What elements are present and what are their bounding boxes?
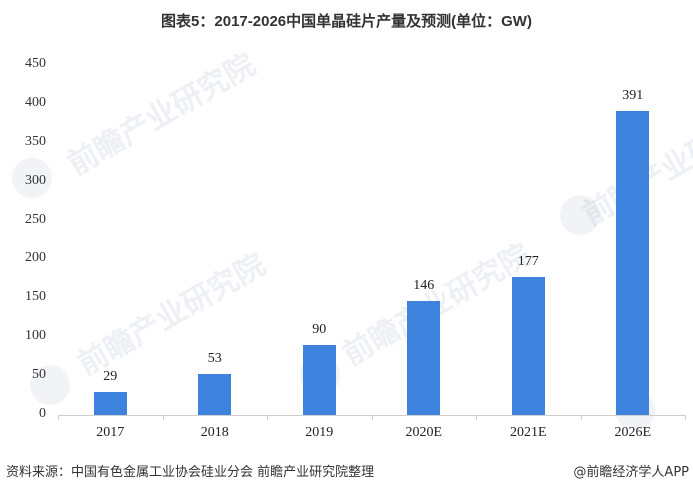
bar-2019 xyxy=(302,345,336,415)
bar-value-label: 177 xyxy=(517,254,539,270)
x-axis-category-label: 2018 xyxy=(200,425,229,440)
chart-title: 图表5：2017-2026中国单晶硅片产量及预测(单位：GW) xyxy=(161,13,532,30)
bar-value-label: 90 xyxy=(312,322,327,337)
bar-value-label: 29 xyxy=(103,369,118,385)
x-axis-tick-mark xyxy=(162,415,164,420)
x-axis-tick-mark xyxy=(267,415,268,420)
x-axis-category-label: 2026E xyxy=(614,425,652,440)
credit-note: @前瞻经济学人APP xyxy=(573,465,689,480)
bar-2021e xyxy=(511,277,545,415)
y-axis-tick-label: 100 xyxy=(25,328,46,344)
x-axis-tick-mark xyxy=(580,415,582,420)
y-axis-tick-label: 350 xyxy=(25,133,46,149)
x-axis-tick-mark xyxy=(371,415,373,420)
bar-2018 xyxy=(198,373,232,415)
bar-value-label: 146 xyxy=(413,278,435,294)
x-axis-category-label: 2020E xyxy=(405,425,443,440)
x-axis-category-label: 2017 xyxy=(96,425,125,440)
source-note: 资料来源：中国有色金属工业协会硅业分会 前瞻产业研究院整理 xyxy=(6,465,375,480)
y-axis-tick-label: 400 xyxy=(25,94,46,110)
x-axis-category-label: 2019 xyxy=(305,425,334,440)
y-axis-tick-label: 50 xyxy=(32,367,46,383)
bar-value-label: 53 xyxy=(207,350,222,366)
y-axis-tick-label: 200 xyxy=(25,250,46,266)
y-axis-tick-label: 150 xyxy=(25,289,46,305)
y-axis-tick-label: 0 xyxy=(39,406,46,421)
x-axis-tick-mark xyxy=(476,415,477,420)
x-axis-tick-mark xyxy=(685,415,686,420)
watermark: 前瞻产业研究院 xyxy=(62,47,262,183)
bar-2026e xyxy=(616,110,650,415)
x-axis-tick-mark xyxy=(58,415,59,420)
y-axis-tick-label: 250 xyxy=(25,211,46,227)
y-axis-tick-label: 300 xyxy=(25,172,46,188)
y-axis-tick-label: 450 xyxy=(25,56,46,71)
bar-2017 xyxy=(93,392,127,415)
x-axis-category-label: 2021E xyxy=(509,425,547,440)
watermark-logo-icon xyxy=(560,195,600,235)
bar-value-label: 391 xyxy=(622,87,644,103)
bar-2020e xyxy=(407,301,441,415)
